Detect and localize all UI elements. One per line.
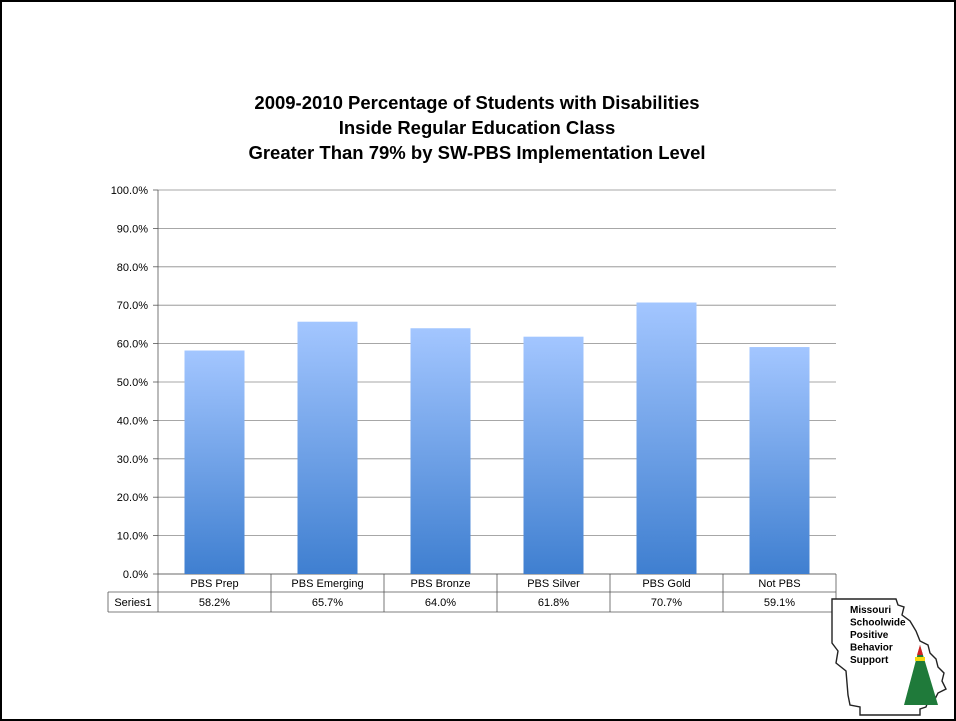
y-tick-label: 40.0% <box>117 415 148 427</box>
category-label: PBS Gold <box>642 578 690 590</box>
logo-text-line: Positive <box>850 630 889 641</box>
yellow-band <box>915 657 925 661</box>
bar <box>636 302 697 574</box>
y-tick-label: 50.0% <box>117 377 148 389</box>
chart-title-line-3: Greater Than 79% by SW-PBS Implementatio… <box>248 142 706 163</box>
data-label: 59.1% <box>764 597 795 609</box>
logo-text-line: Behavior <box>850 643 893 654</box>
y-tick-label: 30.0% <box>117 454 148 466</box>
y-tick-label: 10.0% <box>117 531 148 543</box>
category-label: PBS Emerging <box>291 578 363 590</box>
green-triangle <box>904 645 938 705</box>
data-label: 64.0% <box>425 597 456 609</box>
data-table: Series1 PBS Prep 58.2% PBS Emerging 65.7% PBS… <box>107 574 837 613</box>
y-axis: 0.0% 10.0% 20.0% 30.0% 40.0% 50.0% 60.0% 70.0% 8… <box>111 185 836 581</box>
data-label: 65.7% <box>312 597 343 609</box>
data-label: 70.7% <box>651 597 682 609</box>
gridlines <box>158 189 836 575</box>
red-triangle-band <box>917 645 923 655</box>
data-label: 61.8% <box>538 597 569 609</box>
y-tick-label: 0.0% <box>123 569 148 581</box>
y-tick-label: 100.0% <box>111 185 149 197</box>
category-label: PBS Silver <box>527 578 580 590</box>
chart-title-line-1: 2009-2010 Percentage of Students with Di… <box>254 92 700 113</box>
data-label: 58.2% <box>199 597 230 609</box>
bar <box>184 350 245 574</box>
bars <box>184 302 810 574</box>
y-tick-label: 80.0% <box>117 262 148 274</box>
y-tick-label: 90.0% <box>117 223 148 235</box>
logo-text-line: Missouri <box>850 605 891 616</box>
y-tick-label: 70.0% <box>117 300 148 312</box>
category-label: PBS Prep <box>190 578 238 590</box>
chart-title: 2009-2010 Percentage of Students with Di… <box>152 90 802 165</box>
category-label: PBS Bronze <box>411 578 471 590</box>
category-label: Not PBS <box>758 578 800 590</box>
logo-text-line: Support <box>850 655 889 666</box>
bar <box>410 328 471 574</box>
chart-title-line-2: Inside Regular Education Class <box>338 117 616 138</box>
y-tick-label: 60.0% <box>117 339 148 351</box>
y-tick-label: 20.0% <box>117 492 148 504</box>
logo-text-line: Schoolwide <box>850 618 906 629</box>
series-name: Series1 <box>114 597 151 609</box>
bar <box>523 336 584 574</box>
bar <box>749 347 810 574</box>
bar <box>297 321 358 574</box>
